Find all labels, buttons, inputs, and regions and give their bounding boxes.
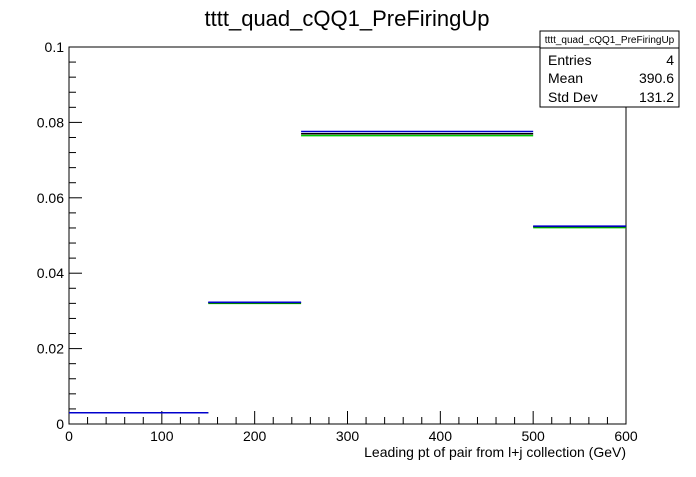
y-tick-label: 0.08	[37, 114, 64, 130]
x-axis: 0 100 200 300 400 500 600	[65, 411, 638, 444]
histogram-series	[69, 130, 626, 414]
x-tick-label: 500	[521, 428, 545, 444]
y-tick-label: 0	[56, 416, 64, 432]
stats-entries-value: 4	[666, 52, 674, 68]
stats-stddev-value: 131.2	[639, 89, 674, 105]
x-tick-label: 0	[65, 428, 73, 444]
x-tick-label: 300	[336, 428, 360, 444]
stats-box-title: tttt_quad_cQQ1_PreFiringUp	[545, 35, 675, 46]
x-axis-label: Leading pt of pair from l+j collection (…	[364, 444, 626, 460]
x-tick-label: 400	[429, 428, 453, 444]
y-tick-label: 0.06	[37, 190, 64, 206]
stats-box-frame	[539, 30, 680, 108]
stats-stddev-label: Std Dev	[548, 89, 598, 105]
x-tick-label: 100	[150, 428, 174, 444]
stats-mean-label: Mean	[548, 70, 583, 86]
stats-mean-value: 390.6	[639, 70, 674, 86]
x-tick-label: 600	[614, 428, 638, 444]
stats-box: tttt_quad_cQQ1_PreFiringUp Entries 4 Mea…	[539, 30, 680, 108]
x-tick-label: 200	[243, 428, 267, 444]
y-tick-label: 0.04	[37, 265, 64, 281]
stats-entries-label: Entries	[548, 52, 592, 68]
y-tick-label: 0.02	[37, 341, 64, 357]
y-tick-label: 0.1	[45, 39, 65, 55]
chart-title: tttt_quad_cQQ1_PreFiringUp	[205, 6, 490, 31]
y-axis: 0 0.02 0.04 0.06 0.08 0.1	[37, 39, 82, 432]
